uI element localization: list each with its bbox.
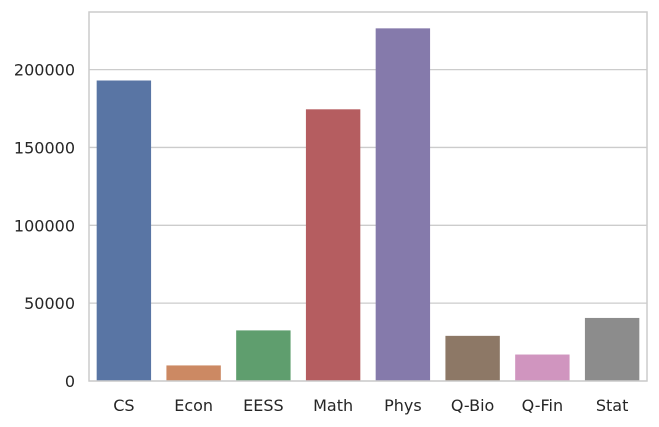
x-tick-label-cs: CS [113, 396, 134, 415]
bar-eess [236, 330, 291, 381]
x-tick-label-eess: EESS [243, 396, 284, 415]
grid-lines [89, 68, 647, 382]
bar-stat [584, 317, 640, 381]
y-tick-label: 200000 [14, 61, 75, 80]
bar-math [305, 109, 361, 382]
bar-econ [166, 365, 221, 381]
bar-q-fin [515, 354, 570, 381]
bars [96, 28, 640, 382]
bar-q-bio [445, 335, 500, 381]
y-tick-label: 100000 [14, 216, 75, 235]
y-tick-labels: 0 50000 100000 150000 200000 [14, 61, 75, 391]
y-tick-label: 50000 [24, 294, 75, 313]
plot-frame [88, 11, 648, 382]
y-tick-label: 0 [65, 372, 75, 391]
y-tick-label: 150000 [14, 138, 75, 157]
x-tick-label-phys: Phys [384, 396, 422, 415]
x-tick-label-q-fin: Q-Fin [522, 396, 563, 415]
x-tick-label-q-bio: Q-Bio [451, 396, 494, 415]
x-tick-label-math: Math [313, 396, 353, 415]
x-tick-label-stat: Stat [596, 396, 629, 415]
bar-phys [375, 28, 431, 381]
x-tick-label-econ: Econ [174, 396, 213, 415]
x-tick-labels: CS Econ EESS Math Phys Q-Bio Q-Fin Stat [113, 396, 628, 415]
bar-cs [96, 80, 152, 381]
